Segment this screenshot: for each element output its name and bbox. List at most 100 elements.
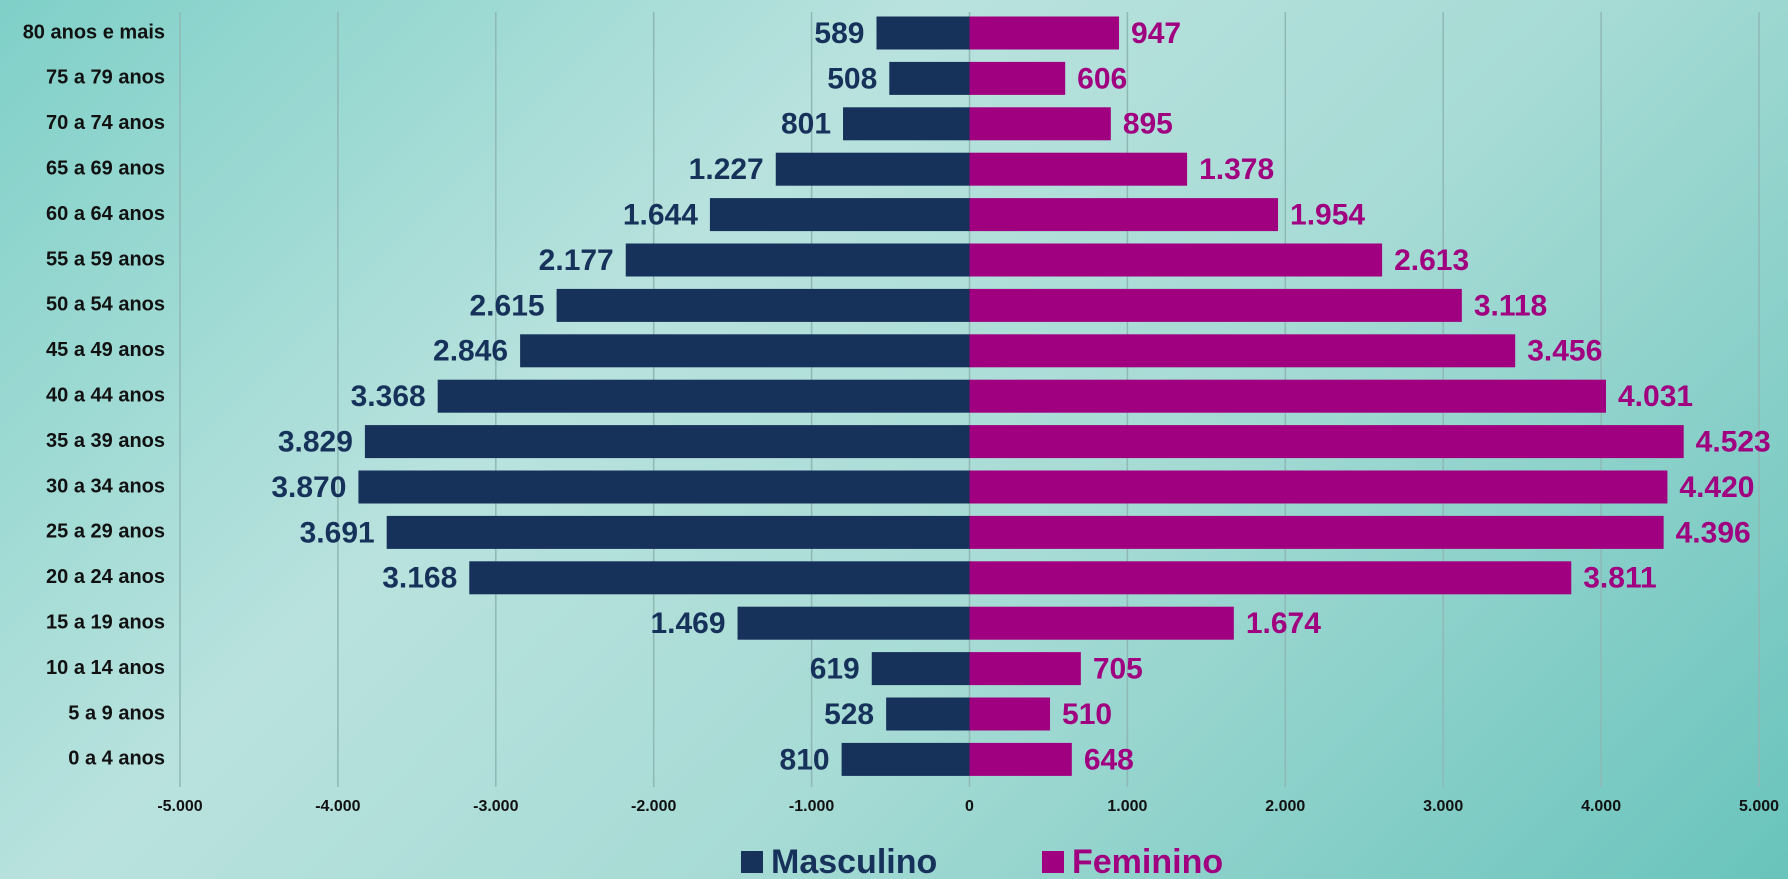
bar (709, 198, 970, 232)
bar (969, 152, 1188, 186)
bar (969, 742, 1072, 776)
bar (775, 152, 970, 186)
x-tick-label: 5.000 (1739, 798, 1779, 815)
x-tick-label: -3.000 (473, 798, 518, 815)
bar (364, 425, 970, 459)
x-tick-label: 4.000 (1581, 798, 1621, 815)
data-label: 508 (827, 62, 877, 95)
data-label: 1.644 (623, 199, 698, 232)
data-label: 705 (1093, 653, 1143, 686)
data-label: 3.870 (271, 471, 346, 504)
y-tick-label: 70 a 74 anos (46, 112, 165, 134)
bar (969, 561, 1572, 595)
data-label: 528 (824, 698, 874, 731)
bar (969, 334, 1516, 368)
bar (969, 470, 1668, 504)
data-label: 2.846 (433, 335, 508, 368)
y-tick-label: 40 a 44 anos (46, 384, 165, 406)
data-label: 648 (1084, 743, 1134, 776)
x-tick-label: -5.000 (157, 798, 202, 815)
data-label: 1.954 (1290, 199, 1365, 232)
bar (969, 61, 1066, 95)
data-label: 1.378 (1199, 153, 1274, 186)
bar (358, 470, 970, 504)
x-tick-label: 1.000 (1107, 798, 1147, 815)
data-label: 801 (781, 108, 831, 141)
bar (386, 515, 970, 549)
bar (841, 742, 970, 776)
bar (871, 652, 970, 686)
data-label: 2.613 (1394, 244, 1469, 277)
data-label: 3.118 (1474, 289, 1547, 322)
bar (969, 243, 1383, 277)
data-label: 3.168 (382, 562, 457, 595)
bar (876, 16, 970, 50)
data-label: 3.691 (300, 516, 375, 549)
x-tick-label: 0 (965, 798, 974, 815)
bar (969, 379, 1606, 413)
bar (969, 697, 1051, 731)
bar (625, 243, 970, 277)
data-label: 4.523 (1696, 426, 1771, 459)
y-tick-label: 25 a 29 anos (46, 521, 165, 543)
y-tick-label: 35 a 39 anos (46, 430, 165, 452)
data-label: 2.177 (539, 244, 614, 277)
bar (969, 288, 1462, 322)
data-label: 947 (1131, 17, 1181, 50)
legend-label: Feminino (1072, 843, 1223, 879)
data-label: 4.420 (1679, 471, 1754, 504)
bar (437, 379, 970, 413)
bar (969, 652, 1081, 686)
data-label: 4.396 (1676, 516, 1751, 549)
bar (886, 697, 970, 731)
data-label: 810 (780, 743, 830, 776)
bar (969, 198, 1279, 232)
data-label: 1.227 (689, 153, 764, 186)
data-label: 3.456 (1527, 335, 1602, 368)
bar (969, 606, 1234, 640)
data-label: 619 (810, 653, 860, 686)
y-tick-label: 30 a 34 anos (46, 475, 165, 497)
y-tick-label: 10 a 14 anos (46, 657, 165, 679)
data-label: 510 (1062, 698, 1112, 731)
bar (969, 107, 1111, 141)
y-tick-label: 80 anos e mais (23, 21, 165, 43)
data-label: 4.031 (1618, 380, 1693, 413)
data-label: 1.469 (650, 607, 725, 640)
legend-label: Masculino (771, 843, 937, 879)
data-label: 2.615 (470, 289, 545, 322)
x-tick-label: -1.000 (789, 798, 834, 815)
data-label: 1.674 (1246, 607, 1321, 640)
y-tick-label: 15 a 19 anos (46, 611, 165, 633)
data-label: 606 (1077, 62, 1127, 95)
data-label: 895 (1123, 108, 1173, 141)
bar (843, 107, 970, 141)
bar (969, 425, 1684, 459)
y-tick-label: 20 a 24 anos (46, 566, 165, 588)
y-tick-label: 55 a 59 anos (46, 248, 165, 270)
y-tick-label: 60 a 64 anos (46, 203, 165, 225)
x-tick-label: -4.000 (315, 798, 360, 815)
x-tick-label: 2.000 (1265, 798, 1305, 815)
bar (737, 606, 970, 640)
bar (520, 334, 970, 368)
bar (469, 561, 970, 595)
x-tick-label: 3.000 (1423, 798, 1463, 815)
legend-swatch (741, 851, 763, 873)
bar (889, 61, 970, 95)
y-tick-label: 0 a 4 anos (68, 748, 165, 770)
data-label: 3.368 (351, 380, 426, 413)
data-label: 589 (814, 17, 864, 50)
y-tick-label: 50 a 54 anos (46, 294, 165, 316)
legend-swatch (1042, 851, 1064, 873)
y-tick-label: 5 a 9 anos (68, 702, 165, 724)
x-tick-label: -2.000 (631, 798, 676, 815)
data-label: 3.811 (1583, 562, 1656, 595)
y-tick-label: 45 a 49 anos (46, 339, 165, 361)
bar (969, 515, 1664, 549)
y-tick-label: 75 a 79 anos (46, 67, 165, 89)
y-tick-label: 65 a 69 anos (46, 157, 165, 179)
data-label: 3.829 (278, 426, 353, 459)
bar (556, 288, 970, 322)
